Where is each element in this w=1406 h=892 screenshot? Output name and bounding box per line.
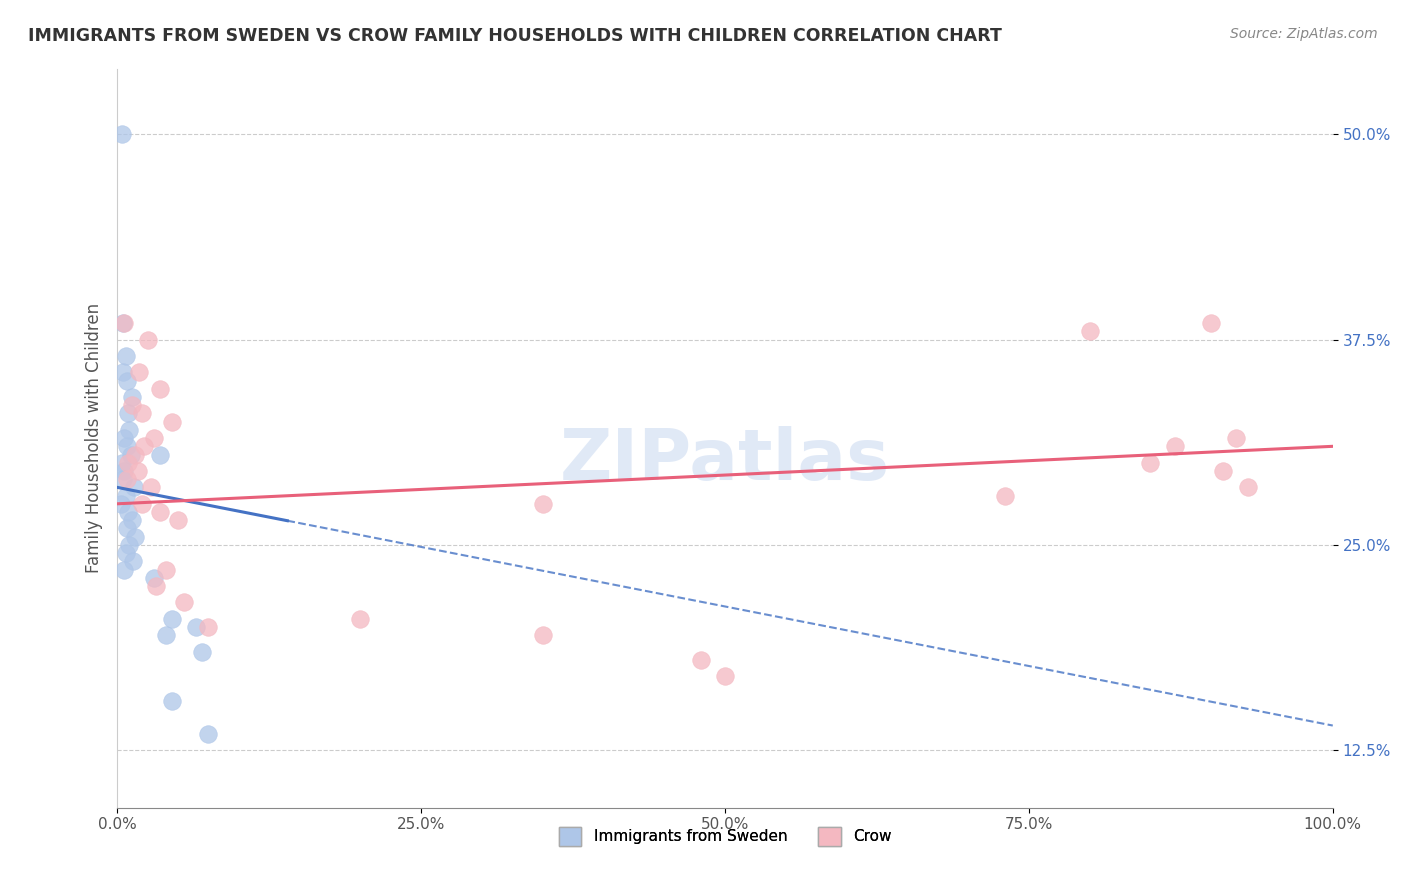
Point bbox=[531, 497, 554, 511]
Point bbox=[131, 407, 153, 421]
Point bbox=[114, 349, 136, 363]
Point bbox=[114, 546, 136, 560]
Point bbox=[117, 407, 139, 421]
Point bbox=[115, 439, 138, 453]
Point bbox=[114, 562, 136, 576]
Point bbox=[142, 431, 165, 445]
Point bbox=[118, 538, 141, 552]
Point bbox=[1078, 324, 1101, 338]
Point bbox=[121, 513, 143, 527]
Point bbox=[112, 472, 135, 486]
Point bbox=[145, 579, 167, 593]
Point bbox=[122, 554, 145, 568]
Text: ZIPatlas: ZIPatlas bbox=[560, 425, 890, 495]
Point bbox=[117, 505, 139, 519]
Point bbox=[1164, 439, 1187, 453]
Point bbox=[167, 513, 190, 527]
Point bbox=[173, 595, 195, 609]
Point bbox=[160, 694, 183, 708]
Point bbox=[141, 480, 163, 494]
Point bbox=[114, 489, 136, 503]
Point bbox=[114, 316, 136, 330]
Point bbox=[124, 530, 146, 544]
Point bbox=[186, 620, 208, 634]
Point bbox=[117, 456, 139, 470]
Y-axis label: Family Households with Children: Family Households with Children bbox=[86, 303, 103, 574]
Point bbox=[531, 628, 554, 642]
Point bbox=[714, 669, 737, 683]
Point bbox=[689, 653, 711, 667]
Point bbox=[122, 480, 145, 494]
Point bbox=[124, 448, 146, 462]
Point bbox=[191, 645, 214, 659]
Point bbox=[155, 628, 177, 642]
Point bbox=[1236, 480, 1258, 494]
Point bbox=[120, 448, 142, 462]
Point bbox=[112, 365, 135, 379]
Point bbox=[131, 497, 153, 511]
Point bbox=[142, 571, 165, 585]
Point bbox=[115, 521, 138, 535]
Point bbox=[1212, 464, 1234, 478]
Point bbox=[149, 505, 172, 519]
Point bbox=[115, 374, 138, 388]
Point bbox=[127, 464, 149, 478]
Point bbox=[1199, 316, 1222, 330]
Point bbox=[111, 456, 134, 470]
Point bbox=[128, 365, 150, 379]
Point bbox=[121, 390, 143, 404]
Point bbox=[160, 415, 183, 429]
Point bbox=[114, 431, 136, 445]
Point bbox=[349, 612, 371, 626]
Point bbox=[112, 316, 135, 330]
Point bbox=[1225, 431, 1247, 445]
Text: IMMIGRANTS FROM SWEDEN VS CROW FAMILY HOUSEHOLDS WITH CHILDREN CORRELATION CHART: IMMIGRANTS FROM SWEDEN VS CROW FAMILY HO… bbox=[28, 27, 1002, 45]
Point bbox=[1139, 456, 1161, 470]
Legend: Immigrants from Sweden, Crow: Immigrants from Sweden, Crow bbox=[553, 821, 897, 852]
Point bbox=[149, 448, 172, 462]
Point bbox=[111, 127, 134, 141]
Point bbox=[160, 612, 183, 626]
Point bbox=[136, 333, 159, 347]
Point bbox=[132, 439, 155, 453]
Point bbox=[121, 398, 143, 412]
Point bbox=[115, 472, 138, 486]
Point bbox=[149, 382, 172, 396]
Point bbox=[197, 620, 219, 634]
Point bbox=[993, 489, 1015, 503]
Point bbox=[110, 497, 132, 511]
Text: Source: ZipAtlas.com: Source: ZipAtlas.com bbox=[1230, 27, 1378, 41]
Point bbox=[118, 423, 141, 437]
Point bbox=[114, 464, 136, 478]
Point bbox=[197, 727, 219, 741]
Point bbox=[155, 562, 177, 576]
